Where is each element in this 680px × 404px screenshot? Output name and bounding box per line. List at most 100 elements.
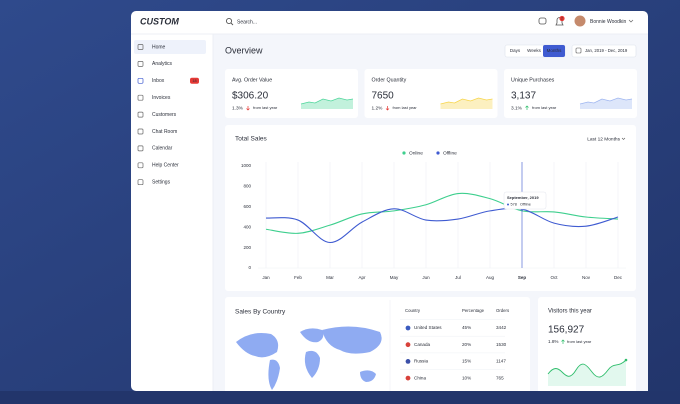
map-region (300, 328, 324, 343)
table-cell: 1147 (496, 359, 506, 364)
y-tick-label: 400 (243, 224, 251, 229)
calendar-icon (575, 47, 582, 54)
kpi-label: Order Quantity (372, 77, 407, 83)
kpi-sparkline-area (440, 98, 493, 109)
chat-icon[interactable] (538, 17, 547, 25)
legend-label: Offline (443, 150, 457, 156)
kpi-sparkline (440, 97, 493, 105)
kpi-note: from last year (532, 105, 557, 110)
kpi-change: 3.1% (511, 105, 523, 111)
nav-icon (137, 145, 144, 152)
chart-title: Total Sales (235, 136, 268, 143)
table-cell: 1530 (496, 342, 507, 347)
search-icon (230, 22, 234, 26)
y-tick-label: 1000 (241, 163, 252, 168)
date-range-box[interactable] (571, 44, 637, 58)
table-cell: Russia (414, 359, 428, 364)
kpi-change: 1.3% (232, 105, 244, 111)
y-tick-label: 0 (248, 265, 251, 270)
legend-label: Online (409, 150, 423, 156)
nav-item[interactable]: Home (152, 44, 166, 50)
y-tick-label: 200 (243, 245, 251, 250)
tooltip-title: September, 2019 (507, 195, 539, 200)
nav-item[interactable]: Settings (152, 180, 171, 186)
legend-dot (402, 151, 406, 155)
country-title: Sales By Country (235, 309, 286, 316)
table-header: Orders (496, 308, 509, 313)
page-title: Overview (225, 45, 263, 55)
nav-icon (137, 111, 144, 118)
kpi-value: $306.20 (232, 91, 269, 102)
y-tick-label: 600 (243, 204, 251, 209)
y-tick-label: 800 (243, 184, 251, 189)
x-tick-label: Jul (455, 275, 461, 280)
table-cell: 765 (496, 375, 504, 380)
x-tick-label: Jun (422, 275, 430, 280)
nav-icon (137, 61, 144, 67)
table-cell: China (414, 375, 426, 380)
series-line (265, 192, 619, 234)
kpi-sparkline-area (580, 98, 632, 109)
search-input[interactable]: Search... (237, 19, 257, 25)
date-range: Jan, 2019 - Dec, 2019 (585, 48, 628, 53)
nav-icon (137, 44, 144, 50)
period-tab[interactable]: Months (547, 48, 563, 53)
kpi-change: 1.2% (372, 105, 384, 111)
table-header: Country (405, 308, 421, 313)
nav-icon (137, 94, 144, 101)
nav-icon (137, 162, 144, 169)
nav-item[interactable]: Customers (152, 112, 177, 118)
tooltip-box (503, 191, 547, 210)
visitors-change: 1.8% (548, 339, 558, 344)
nav-item[interactable]: Analytics (152, 61, 173, 67)
country-flag (405, 375, 411, 381)
chart-card (225, 125, 636, 291)
x-tick-label: Sep (518, 275, 527, 280)
tooltip-value: 578 (511, 203, 517, 207)
tooltip-series: Offline (520, 203, 531, 207)
x-tick-label: Dec (614, 275, 623, 280)
page-bottom-bg (0, 391, 680, 404)
period-tab[interactable]: Days (510, 48, 521, 53)
nav-item[interactable]: Invoices (152, 95, 171, 101)
nav-item[interactable]: Calendar (152, 146, 173, 152)
period-tab[interactable]: Weeks (527, 48, 541, 53)
kpi-card (504, 69, 637, 118)
chart-filter-caret[interactable] (621, 137, 626, 140)
visitors-sparkline (547, 359, 627, 378)
x-tick-label: Nov (582, 275, 591, 280)
period-tab-active (543, 45, 565, 57)
map-region (304, 350, 320, 378)
kpi-card (364, 69, 498, 118)
visitors-change-arrow (561, 339, 565, 344)
nav-icon (137, 179, 144, 186)
kpi-sparkline-area (301, 98, 353, 109)
nav-item[interactable]: Inbox (152, 78, 165, 84)
visitors-note: from last year (567, 339, 592, 344)
kpi-change-arrow (525, 105, 529, 110)
visitors-sparkline-area (548, 360, 626, 386)
chart-filter[interactable]: Last 12 Months (587, 136, 620, 142)
table-cell: 10% (462, 375, 471, 380)
nav-item[interactable]: Help Center (152, 163, 179, 169)
kpi-label: Unique Purchases (511, 77, 555, 83)
map-region (360, 370, 376, 382)
series-line (265, 207, 619, 244)
x-tick-label: Aug (486, 275, 495, 280)
legend-dot (436, 151, 440, 155)
country-flag (405, 359, 411, 364)
notification-count: 2 (561, 17, 563, 21)
map-region (322, 326, 382, 354)
avatar[interactable] (574, 15, 586, 27)
x-tick-label: May (390, 275, 399, 280)
user-caret[interactable] (628, 19, 634, 23)
user-name[interactable]: Bonnie Woodkin (590, 19, 627, 25)
table-cell: 20% (462, 342, 471, 347)
kpi-note: from last year (393, 105, 418, 110)
country-flag (405, 342, 411, 348)
nav-item[interactable]: Chat Room (152, 129, 177, 135)
kpi-label: Avg. Order Value (232, 77, 272, 83)
search-icon (225, 17, 233, 25)
